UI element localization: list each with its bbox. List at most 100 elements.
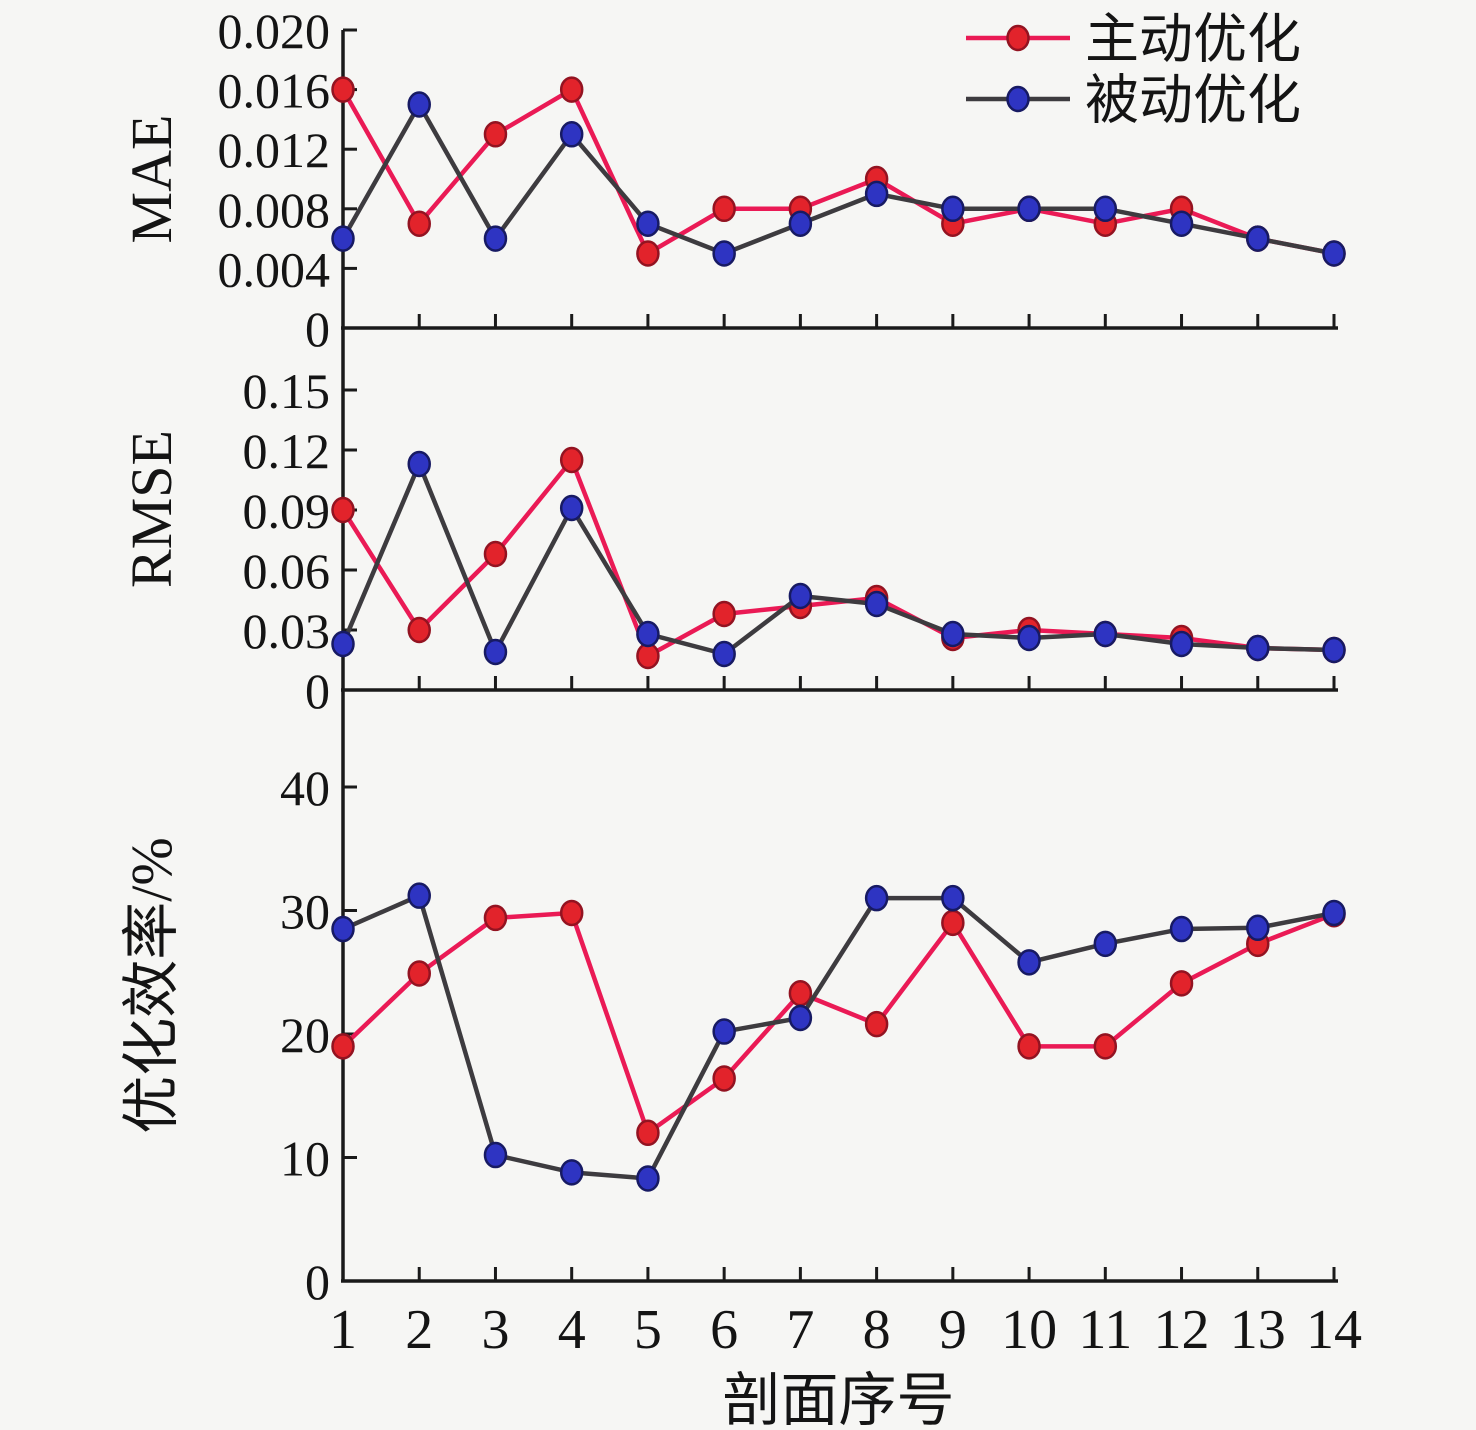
data-point [636,210,660,237]
y-tick-label: 0.012 [218,122,331,178]
y-tick-label: 0 [305,301,330,357]
x-tick-label: 12 [1154,1299,1210,1361]
data-point [1017,1033,1041,1060]
data-point [1093,930,1118,958]
series-line [340,910,1337,1136]
data-point [864,1010,889,1038]
data-point [941,884,965,912]
y-tick-label: 0.004 [218,241,331,297]
data-point [788,210,813,237]
series-passive-panel2 [331,450,1346,668]
data-point [788,979,813,1007]
data-point [407,616,431,644]
x-tick-label: 7 [786,1299,814,1361]
x-axis-title: 剖面序号 [722,1368,954,1430]
data-point [1017,624,1041,652]
data-point [788,1004,813,1032]
x-tick-label: 13 [1230,1299,1286,1361]
data-point [864,884,889,912]
panel-2-axis: 00.030.060.090.120.15 RMSE [119,363,1338,719]
y-tick-label: 0.03 [243,603,331,659]
x-tick-label: 2 [405,1299,433,1361]
data-point [331,496,355,524]
data-point [1017,195,1041,223]
data-point [941,909,965,937]
data-point [1093,1033,1118,1060]
y-tick-label: 10 [280,1131,330,1187]
data-point [483,225,508,252]
legend-marker-icon [1006,24,1030,52]
y-tick-label: 0 [305,1254,330,1310]
data-point [1322,899,1346,927]
data-point [407,960,431,987]
data-point [1246,914,1270,942]
data-point [331,1033,355,1060]
data-point [864,590,889,618]
data-point [712,195,736,223]
x-tick-label: 9 [939,1299,967,1361]
data-point [1169,970,1194,997]
x-tick-label: 6 [710,1299,738,1361]
y-axis-title: RMSE [119,430,184,588]
data-point [407,450,431,478]
data-point [864,180,889,208]
data-point [636,642,660,670]
legend-label: 主动优化 [1085,9,1301,69]
x-tick-label: 3 [481,1299,509,1361]
y-tick-label: 0.06 [243,543,331,599]
data-point [1093,195,1118,223]
x-tick-label: 4 [558,1299,586,1361]
legend-item-active: 主动优化 [966,9,1301,69]
data-point [483,540,508,568]
series-passive-panel3 [331,882,1346,1192]
data-point [941,195,965,223]
data-point [1322,636,1346,664]
y-axis-title: 优化效率/% [119,837,184,1133]
x-tick-label: 10 [1001,1299,1057,1361]
series-passive-panel1 [331,91,1346,267]
data-point [636,1119,660,1147]
data-point [483,638,508,666]
data-point [407,91,431,118]
y-tick-label: 0.09 [243,483,331,539]
data-point [483,1141,508,1169]
data-point [1246,225,1270,252]
series-line [340,102,1337,256]
data-point [559,76,584,103]
data-point [712,600,736,628]
x-tick-label: 14 [1306,1299,1362,1361]
data-point [1017,949,1041,976]
y-tick-label: 40 [280,760,330,816]
data-point [407,210,431,237]
data-point [636,240,660,267]
y-tick-label: 0.12 [243,423,331,479]
data-point [1246,634,1270,662]
data-point [1093,620,1118,648]
data-point [559,899,584,927]
y-tick-label: 20 [280,1007,330,1063]
data-point [407,882,431,909]
y-tick-label: 0.15 [243,363,331,419]
data-point [712,640,736,668]
data-point [1169,210,1194,237]
data-point [559,121,584,148]
series-active-panel3 [331,899,1346,1147]
data-point [941,620,965,648]
data-point [331,225,355,252]
panel-3-axis: 0 10 20 30 40 优化效率/% [119,760,1338,1310]
data-point [483,121,508,148]
data-point [331,915,355,943]
data-point [483,904,508,932]
y-tick-label: 0.008 [218,182,331,238]
legend-item-passive: 被动优化 [966,70,1301,130]
y-tick-label: 0.020 [218,3,331,59]
y-tick-label: 0 [305,663,330,719]
y-axis-title: MAE [119,115,184,244]
x-tick-label: 11 [1078,1299,1132,1361]
series-line [340,87,1337,256]
axes: 00.0040.0080.0120.0160.020MAE00.030.060.… [119,3,1338,1310]
